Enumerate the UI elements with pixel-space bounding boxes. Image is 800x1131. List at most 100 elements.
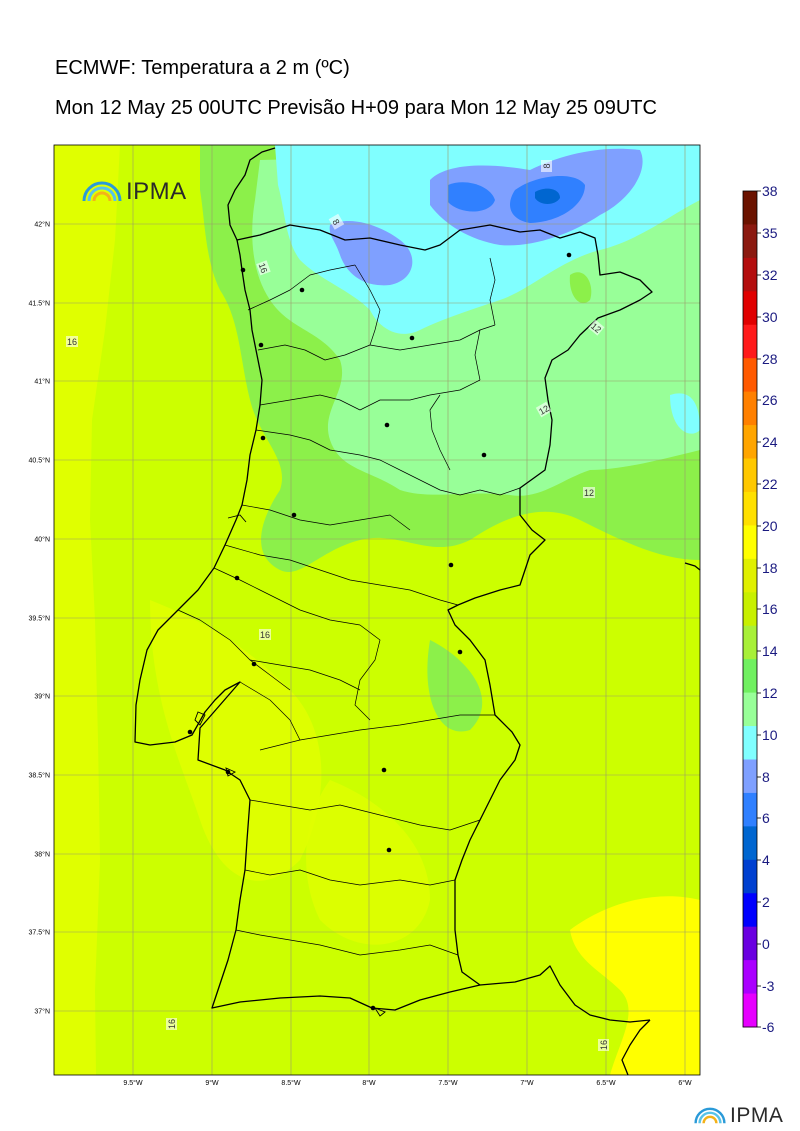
colorbar-tick-label: 22 <box>762 476 778 492</box>
lat-label: 41.5°N <box>29 300 50 308</box>
forecast-subtitle: Mon 12 May 25 00UTC Previsão H+09 para M… <box>55 97 657 119</box>
colorbar <box>742 190 761 1028</box>
contour-labels: 8 8 16 12 12 12 16 16 16 16 <box>66 160 609 1051</box>
colorbar-segment <box>743 558 757 593</box>
colorbar-tick-label: 16 <box>762 601 778 617</box>
spain-coast-south <box>621 1019 651 1076</box>
colorbar-segment <box>743 960 757 995</box>
svg-text:16: 16 <box>260 630 270 640</box>
colorbar-segment <box>743 425 757 460</box>
lat-label: 38.5°N <box>29 772 50 780</box>
field-16-18-alentejo <box>306 780 430 945</box>
contour-label: 8 <box>541 160 552 172</box>
city-dot <box>384 422 390 428</box>
colorbar-segment <box>743 859 757 894</box>
colorbar-tick-label: 0 <box>762 936 770 952</box>
lat-label: 41°N <box>34 378 50 386</box>
lon-label: 9.5°W <box>123 1079 143 1087</box>
colorbar-tick-label: 24 <box>762 434 778 450</box>
city-dot <box>409 335 415 341</box>
colorbar-tick-label: 35 <box>762 225 778 241</box>
city-dot <box>299 287 305 293</box>
contour-label: 12 <box>588 319 605 336</box>
city-dot <box>370 1005 376 1011</box>
colorbar-segment <box>743 257 757 292</box>
district-borders <box>177 257 521 956</box>
colorbar-segment <box>743 358 757 393</box>
city-dot <box>251 661 257 667</box>
lat-label: 39.5°N <box>29 615 50 623</box>
longitude-axis: 9.5°W 9°W 8.5°W 8°W 7.5°W 7°W 6.5°W 6°W <box>123 1079 692 1087</box>
contour-label: 8 <box>328 213 345 230</box>
city-dot <box>566 252 572 258</box>
colorbar-segment <box>743 592 757 627</box>
svg-text:16: 16 <box>167 1019 177 1029</box>
city-dot <box>481 452 487 458</box>
colorbar-tick-label: 2 <box>762 894 770 910</box>
lat-label: 42°N <box>34 221 50 229</box>
contour-label: 16 <box>256 260 271 276</box>
svg-text:12: 12 <box>537 403 551 417</box>
lon-label: 6.5°W <box>596 1079 616 1087</box>
svg-text:16: 16 <box>67 337 77 347</box>
city-dot <box>260 435 266 441</box>
map-title: ECMWF: Temperatura a 2 m (ºC) <box>55 57 350 79</box>
field-12-14-bragança <box>569 272 592 304</box>
contour-label: 12 <box>535 401 552 418</box>
city-dot <box>381 767 387 773</box>
city-dot <box>291 512 297 518</box>
field-2-4 <box>535 188 560 204</box>
map-frame <box>53 144 701 1076</box>
contour-label: 16 <box>259 629 271 640</box>
colorbar-segment <box>743 525 757 560</box>
svg-text:12: 12 <box>584 488 594 498</box>
field-4-6-a <box>448 182 495 212</box>
svg-text:8: 8 <box>542 163 552 168</box>
lon-label: 8°W <box>362 1079 376 1087</box>
colorbar-segment <box>743 491 757 526</box>
colorbar-tick-label: 6 <box>762 810 770 826</box>
estuaries <box>194 514 386 1017</box>
lat-label: 40°N <box>34 536 50 544</box>
colorbar-segment <box>743 692 757 727</box>
colorbar-segment <box>743 224 757 259</box>
field-12-14-patch <box>427 640 483 732</box>
colorbar-segment <box>743 759 757 794</box>
svg-text:16: 16 <box>599 1040 609 1050</box>
colorbar-segment <box>743 659 757 694</box>
rainbow-icon <box>82 181 122 202</box>
colorbar-segment <box>743 291 757 326</box>
city-dot <box>234 575 240 581</box>
ipma-logo-bottom: IPMA <box>694 1104 783 1128</box>
colorbar-tick-label: 32 <box>762 267 778 283</box>
contour-label: 16 <box>598 1039 609 1051</box>
logo-label: IPMA <box>730 1104 784 1127</box>
colorbar-tick-label: 28 <box>762 351 778 367</box>
colorbar-tick-label: 8 <box>762 769 770 785</box>
portugal-coastline <box>134 269 651 1023</box>
city-dot <box>448 562 454 568</box>
lon-label: 6°W <box>678 1079 692 1087</box>
colorbar-segment <box>743 191 757 225</box>
colorbar-segment <box>743 792 757 827</box>
colorbar-segment <box>743 893 757 928</box>
spain-coast-north <box>227 147 276 241</box>
colorbar-tick-label: 38 <box>762 183 778 199</box>
colorbar-tick-label: -6 <box>762 1019 775 1035</box>
logo-label: IPMA <box>126 178 187 205</box>
latitude-axis: 42°N 41.5°N 41°N 40.5°N 40°N 39.5°N 39°N 38.5°N… <box>29 221 50 1016</box>
contour-label: 16 <box>166 1018 177 1030</box>
lat-label: 39°N <box>34 693 50 701</box>
field-16-18-south <box>150 600 322 881</box>
rainbow-icon <box>694 1107 726 1124</box>
ipma-logo-top: IPMA <box>82 178 187 206</box>
colorbar-tick-label: 26 <box>762 392 778 408</box>
colorbar-segment <box>743 926 757 961</box>
colorbar-tick-label: -3 <box>762 978 775 994</box>
colorbar-segment <box>743 993 757 1028</box>
contour-label: 12 <box>583 487 595 498</box>
colorbar-segment <box>743 458 757 493</box>
lon-label: 9°W <box>205 1079 219 1087</box>
lon-label: 7°W <box>520 1079 534 1087</box>
colorbar-tick-label: 4 <box>762 852 770 868</box>
